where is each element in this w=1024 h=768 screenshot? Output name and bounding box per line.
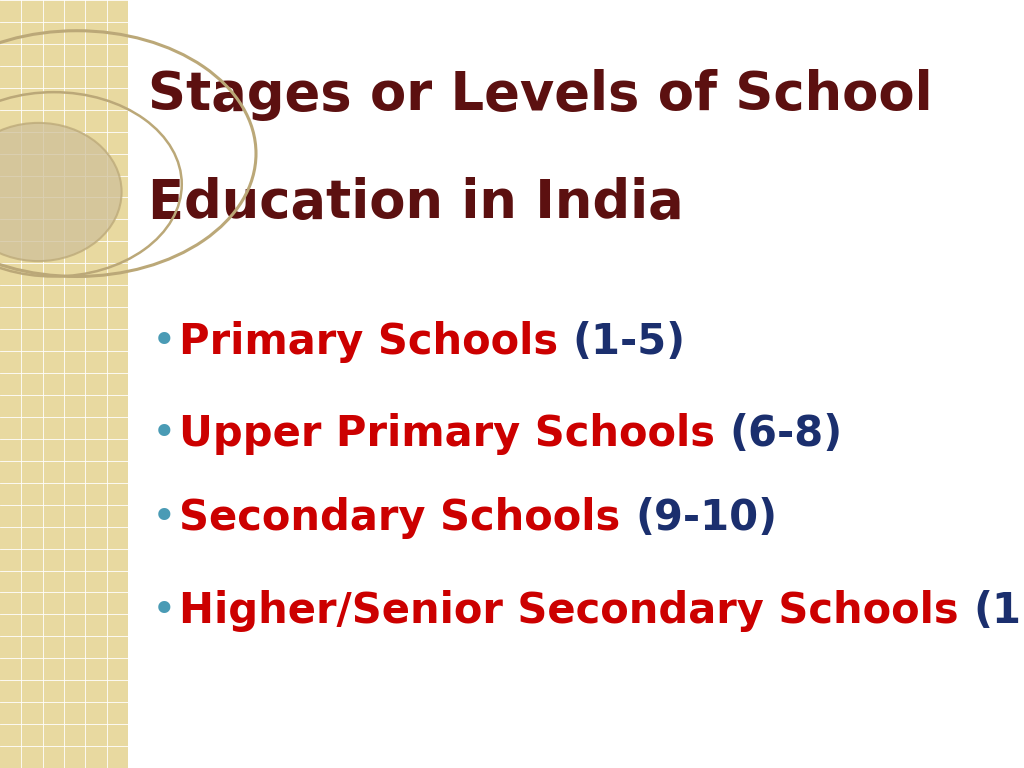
Text: •: •	[152, 413, 176, 455]
Text: (1-5): (1-5)	[572, 321, 686, 362]
Text: Higher/Senior Secondary Schools: Higher/Senior Secondary Schools	[179, 590, 974, 631]
Text: •: •	[152, 321, 176, 362]
Text: Primary Schools: Primary Schools	[179, 321, 572, 362]
Text: (11-12): (11-12)	[974, 590, 1024, 631]
Bar	[0, 0, 128, 768]
Text: •: •	[152, 498, 176, 539]
Text: Secondary Schools: Secondary Schools	[179, 498, 635, 539]
Text: (9-10): (9-10)	[635, 498, 777, 539]
Text: Education in India: Education in India	[148, 177, 684, 229]
Ellipse shape	[0, 123, 122, 261]
Text: •: •	[152, 590, 176, 631]
Text: Stages or Levels of School: Stages or Levels of School	[148, 69, 933, 121]
Text: (6-8): (6-8)	[730, 413, 843, 455]
Text: Upper Primary Schools: Upper Primary Schools	[179, 413, 730, 455]
